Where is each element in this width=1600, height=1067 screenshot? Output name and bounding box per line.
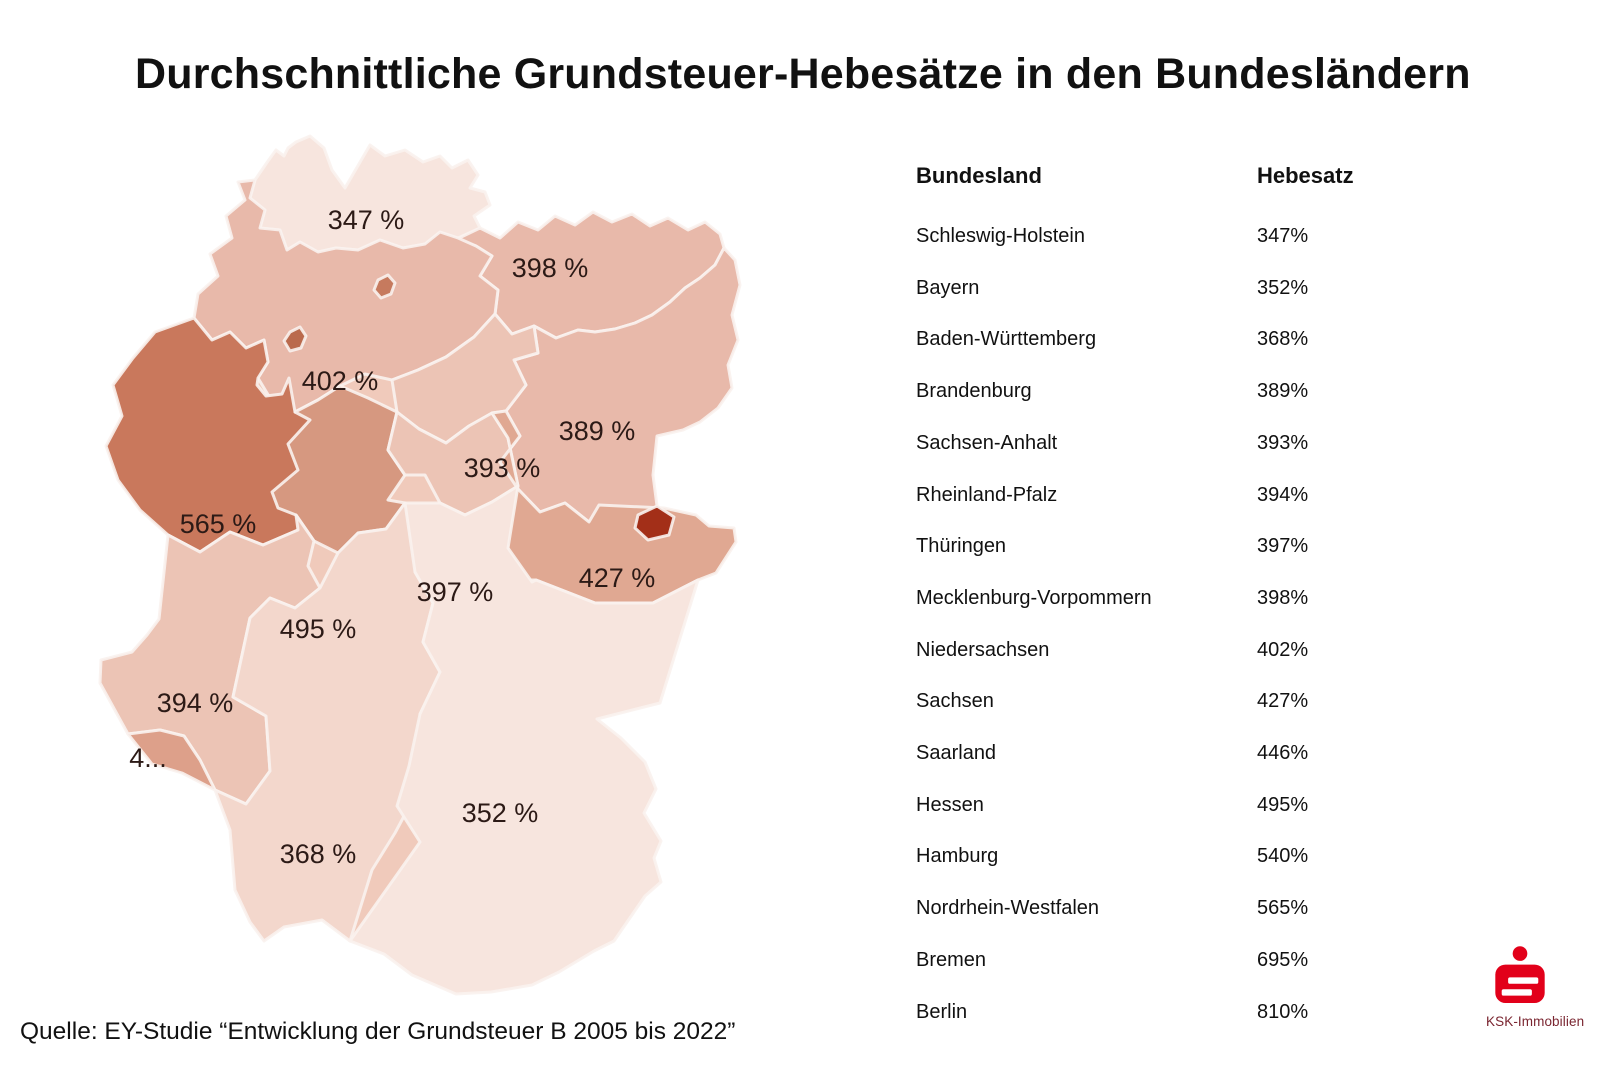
svg-text:427 %: 427 % <box>579 563 656 593</box>
svg-text:495 %: 495 % <box>280 614 357 644</box>
svg-text:398 %: 398 % <box>512 253 589 283</box>
svg-text:352 %: 352 % <box>462 798 539 828</box>
svg-text:368 %: 368 % <box>280 839 357 869</box>
svg-text:565 %: 565 % <box>180 509 257 539</box>
svg-text:394 %: 394 % <box>157 688 234 718</box>
svg-text:347 %: 347 % <box>328 205 405 235</box>
svg-text:389 %: 389 % <box>559 416 636 446</box>
svg-text:397 %: 397 % <box>417 577 494 607</box>
svg-text:4...: 4... <box>129 743 167 773</box>
svg-text:393 %: 393 % <box>464 453 541 483</box>
svg-text:402 %: 402 % <box>302 366 379 396</box>
